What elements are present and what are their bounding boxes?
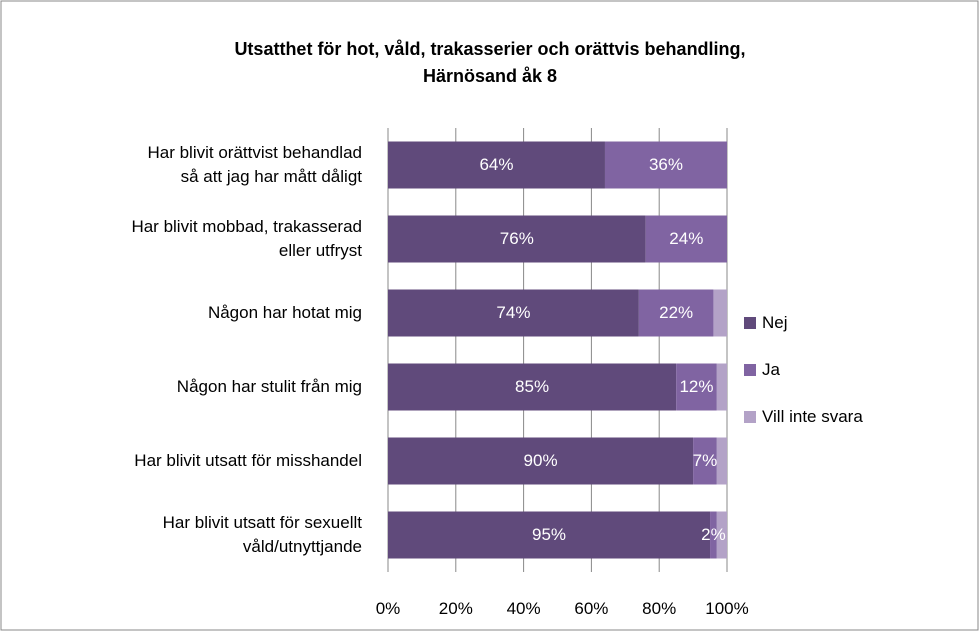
bar-segment [710, 511, 717, 559]
bar-segment [388, 437, 694, 485]
data-label: 64% [479, 155, 514, 174]
x-tick-label: 0% [375, 599, 401, 618]
x-tick-label: 80% [642, 599, 677, 618]
bar-segment [676, 363, 717, 411]
data-label: 22% [659, 303, 694, 322]
data-label: 2% [701, 525, 726, 544]
bar-segment [388, 141, 605, 189]
bar-segment [638, 289, 714, 337]
data-label: 12% [679, 377, 714, 396]
bar-segment [604, 141, 727, 189]
data-label: 90% [523, 451, 558, 470]
data-label: 76% [499, 229, 534, 248]
x-tick-label: 100% [705, 599, 749, 618]
y-tick-label: Har blivit utsatt för misshandel [134, 451, 362, 470]
legend-swatch [744, 317, 756, 329]
data-label: 7% [692, 451, 718, 470]
data-label: 74% [496, 303, 531, 322]
y-tick-label: Har blivit orättvist behandlad så att ja… [147, 143, 362, 186]
bar-segment [693, 437, 717, 485]
bar-segment [388, 363, 677, 411]
y-tick-label: Har blivit utsatt för sexuellt våld/utny… [162, 513, 362, 556]
bar-segment [645, 215, 727, 263]
bar-segment [716, 363, 727, 411]
data-label: 95% [532, 525, 567, 544]
bar-segment [716, 511, 727, 559]
data-label: 85% [515, 377, 550, 396]
data-label: 24% [669, 229, 704, 248]
data-label: 36% [648, 155, 683, 174]
chart-title: Utsatthet för hot, våld, trakasserier oc… [234, 39, 746, 86]
bar-segment [388, 215, 646, 263]
bar-segment [388, 289, 639, 337]
x-tick-label: 20% [438, 599, 473, 618]
legend-label: Vill inte svara [762, 407, 863, 426]
y-tick-label: Någon har stulit från mig [176, 377, 362, 396]
legend-swatch [744, 411, 756, 423]
x-tick-label: 40% [506, 599, 541, 618]
legend-label: Ja [762, 360, 780, 379]
legend-label: Nej [762, 313, 788, 332]
y-tick-label: Någon har hotat mig [207, 303, 362, 322]
bar-segment [713, 289, 727, 337]
x-tick-label: 60% [574, 599, 609, 618]
bar-segment [716, 437, 727, 485]
y-tick-label: Har blivit mobbad, trakasserad eller utf… [131, 217, 362, 260]
bar-segment [388, 511, 711, 559]
legend-swatch [744, 364, 756, 376]
